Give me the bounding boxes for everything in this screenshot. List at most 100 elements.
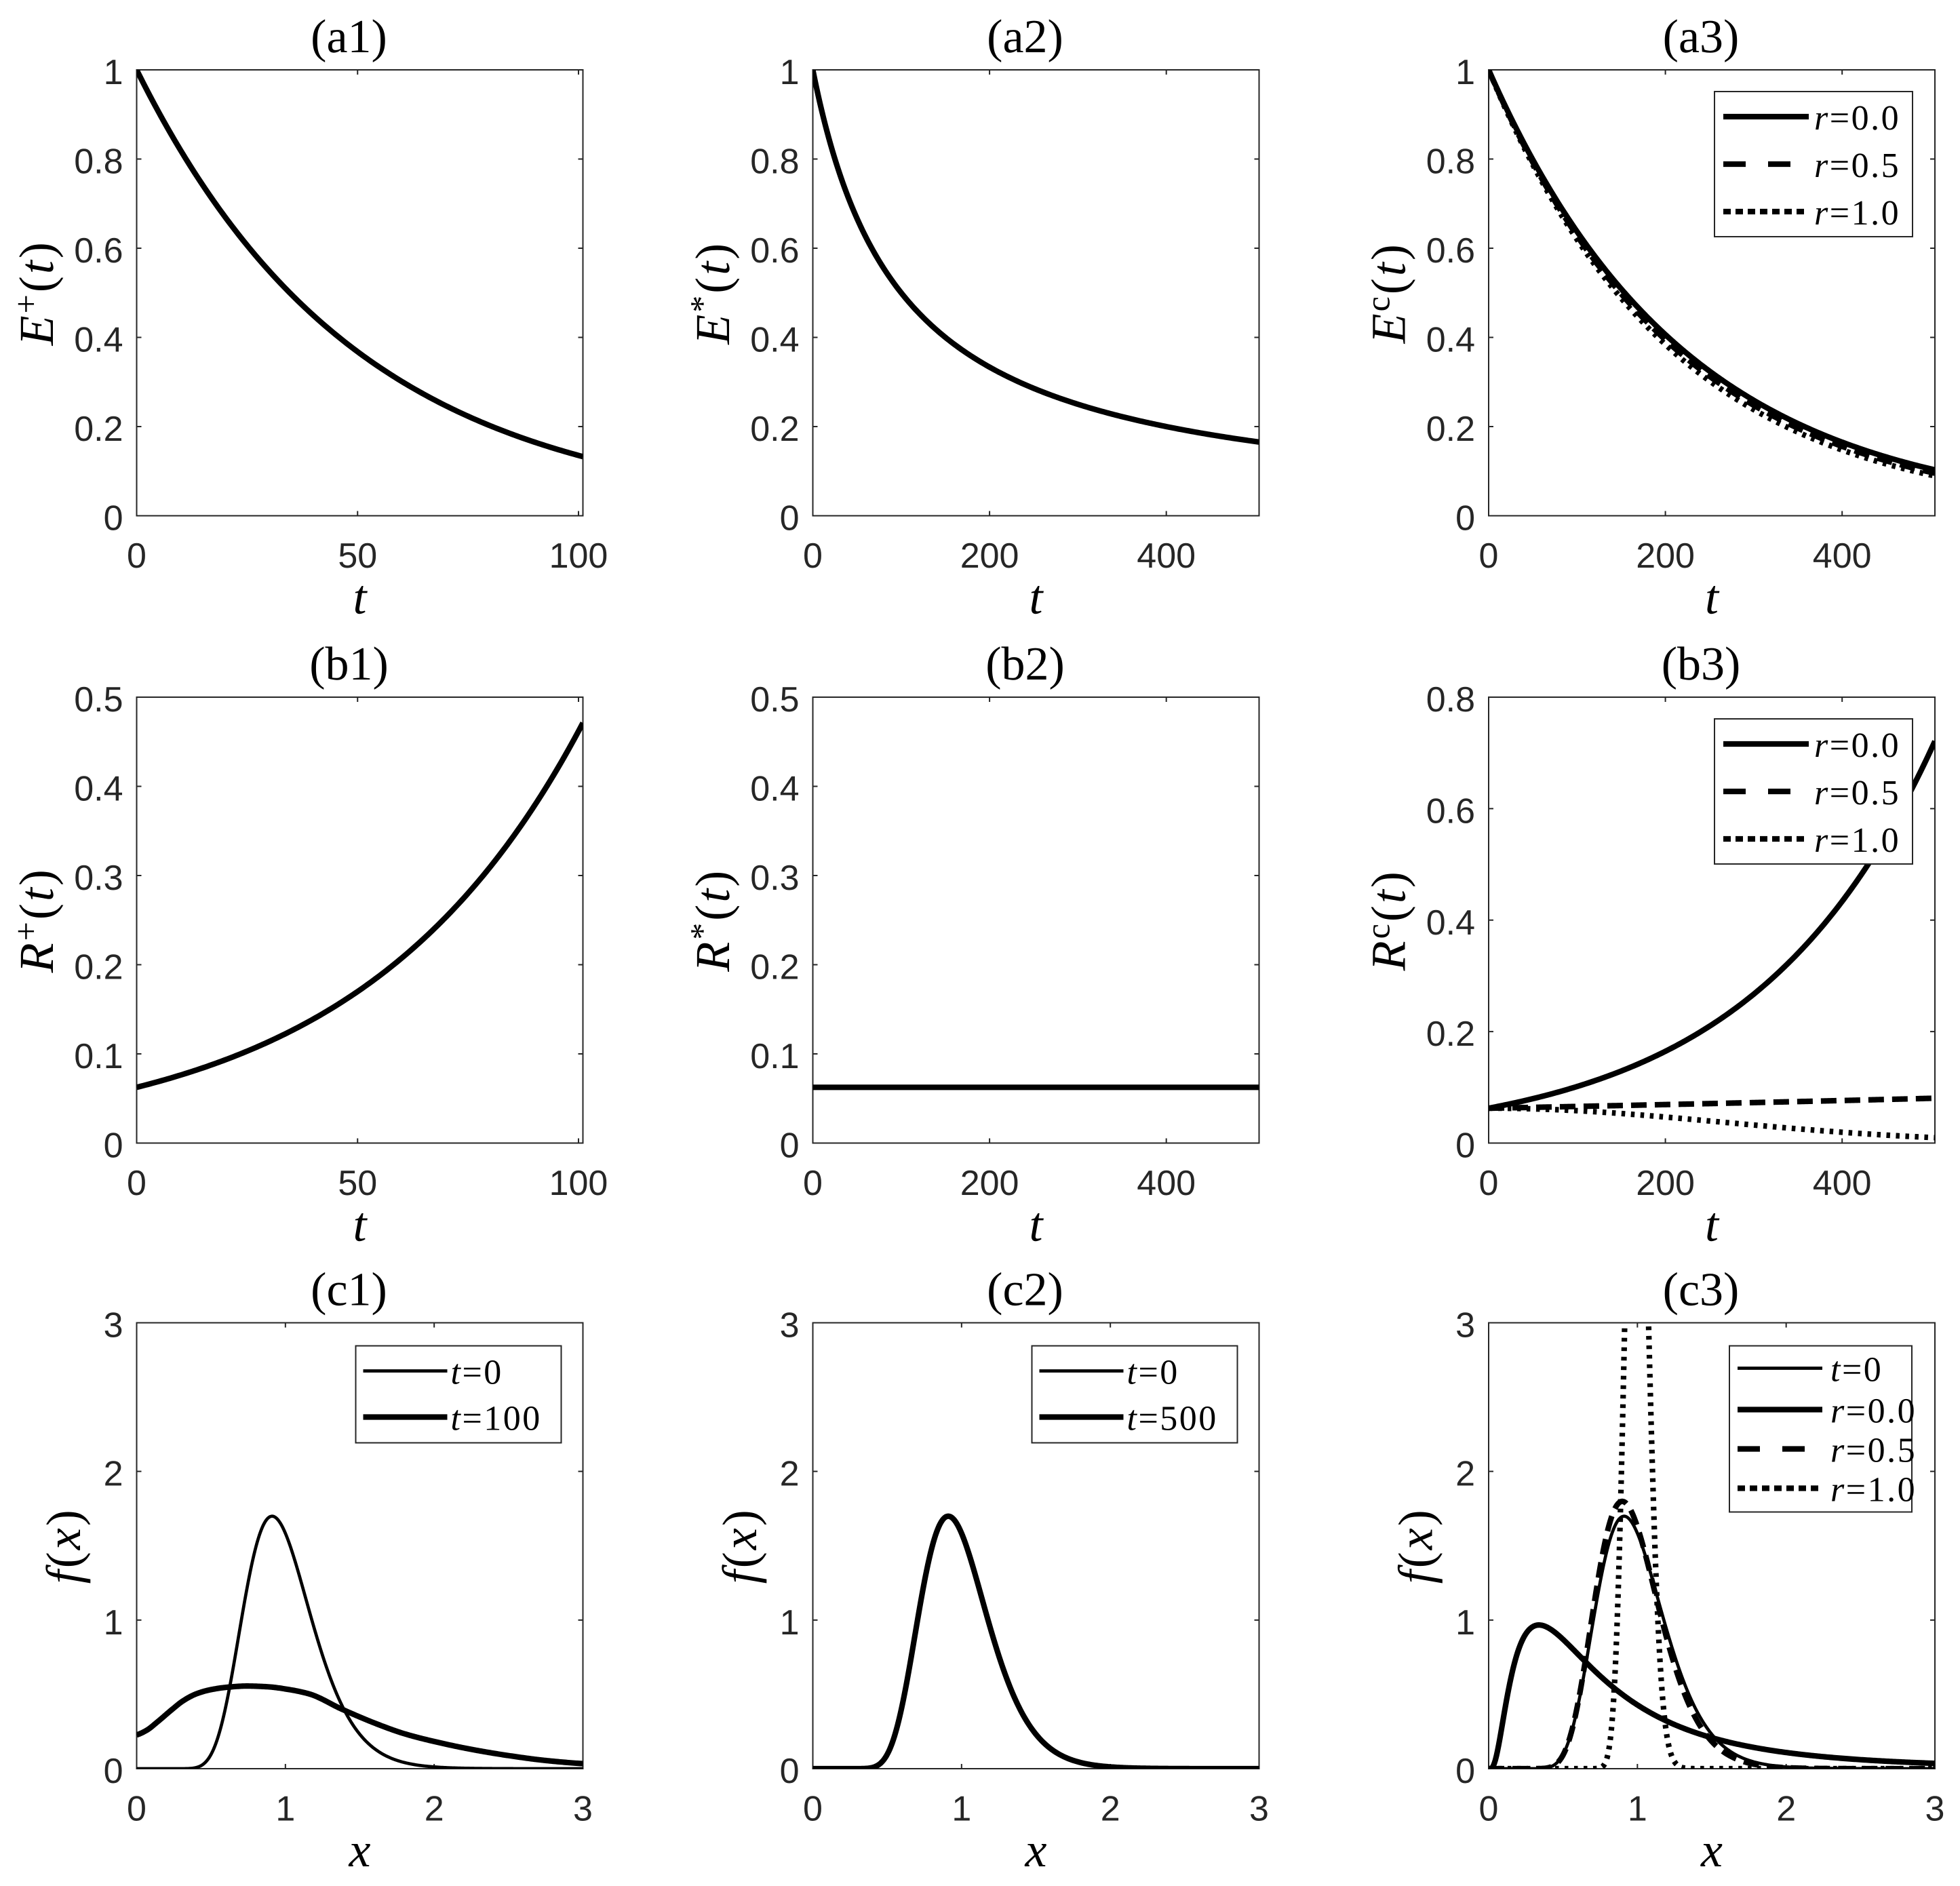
svg-text:0: 0: [780, 1126, 800, 1166]
svg-text:x: x: [1700, 1823, 1723, 1877]
svg-text:0.1: 0.1: [750, 1037, 799, 1076]
svg-text:0.2: 0.2: [750, 948, 799, 987]
svg-text:0.8: 0.8: [1426, 142, 1475, 182]
svg-text:0: 0: [780, 499, 800, 538]
svg-text:x: x: [1025, 1823, 1047, 1877]
svg-text:400: 400: [1137, 1164, 1196, 1203]
svg-text:2: 2: [1101, 1790, 1120, 1829]
svg-text:0.8: 0.8: [74, 142, 123, 182]
svg-text:r=0.5: r=0.5: [1814, 146, 1900, 185]
svg-text:0: 0: [104, 499, 123, 538]
svg-text:r=0.0: r=0.0: [1830, 1392, 1917, 1431]
svg-text:3: 3: [104, 1306, 123, 1345]
svg-text:0.8: 0.8: [1426, 680, 1475, 720]
svg-text:R+(t): R+(t): [7, 867, 64, 973]
svg-text:0: 0: [104, 1752, 123, 1791]
svg-text:1: 1: [104, 1603, 123, 1643]
svg-text:E*(t): E*(t): [683, 241, 740, 345]
svg-text:0: 0: [127, 1164, 146, 1203]
svg-text:100: 100: [549, 1164, 608, 1203]
svg-text:0.2: 0.2: [74, 410, 123, 449]
svg-text:0.5: 0.5: [74, 680, 123, 720]
svg-text:0: 0: [803, 536, 823, 576]
svg-text:t=0: t=0: [451, 1354, 503, 1392]
svg-text:0.4: 0.4: [750, 321, 799, 360]
svg-text:3: 3: [780, 1306, 800, 1345]
svg-text:0: 0: [780, 1752, 800, 1791]
svg-text:0: 0: [104, 1126, 123, 1166]
svg-text:400: 400: [1137, 536, 1196, 576]
svg-text:t=0: t=0: [1127, 1354, 1179, 1392]
svg-text:(b1): (b1): [309, 638, 389, 690]
svg-text:1: 1: [1455, 1603, 1475, 1643]
svg-text:t: t: [353, 570, 368, 625]
svg-text:0.6: 0.6: [1426, 791, 1475, 831]
svg-text:0: 0: [803, 1164, 823, 1203]
svg-text:0: 0: [1455, 1752, 1475, 1791]
svg-text:1: 1: [952, 1790, 971, 1829]
svg-text:t: t: [1029, 570, 1044, 625]
svg-text:0: 0: [1479, 536, 1499, 576]
svg-text:0.4: 0.4: [1426, 321, 1475, 360]
svg-text:200: 200: [1636, 536, 1695, 576]
svg-text:1: 1: [1455, 53, 1475, 92]
svg-text:50: 50: [338, 1164, 377, 1203]
svg-text:r=1.0: r=1.0: [1830, 1471, 1917, 1510]
svg-text:200: 200: [960, 1164, 1019, 1203]
svg-text:2: 2: [104, 1455, 123, 1494]
svg-text:0.6: 0.6: [750, 231, 799, 271]
svg-text:r=0.0: r=0.0: [1814, 99, 1900, 138]
svg-text:R*(t): R*(t): [683, 869, 740, 973]
svg-text:0.1: 0.1: [74, 1037, 123, 1076]
svg-text:0.4: 0.4: [74, 321, 123, 360]
svg-text:Ec(t): Ec(t): [1359, 242, 1416, 344]
svg-text:x: x: [349, 1823, 371, 1877]
svg-text:2: 2: [1455, 1455, 1475, 1494]
svg-text:t=0: t=0: [1830, 1351, 1883, 1390]
svg-text:0: 0: [127, 536, 146, 576]
svg-text:3: 3: [1249, 1790, 1269, 1829]
svg-text:f(x): f(x): [37, 1508, 91, 1584]
svg-text:0: 0: [1455, 1126, 1475, 1166]
svg-text:r=0.0: r=0.0: [1814, 726, 1900, 765]
svg-text:Rc(t): Rc(t): [1359, 869, 1416, 971]
svg-text:0.2: 0.2: [1426, 1015, 1475, 1054]
svg-text:(b3): (b3): [1662, 638, 1741, 690]
svg-text:(a3): (a3): [1663, 11, 1740, 63]
svg-text:(a1): (a1): [311, 11, 387, 63]
svg-text:t: t: [1705, 570, 1720, 625]
svg-text:0.4: 0.4: [74, 770, 123, 809]
svg-text:(a2): (a2): [987, 11, 1063, 63]
svg-text:t=500: t=500: [1127, 1400, 1218, 1438]
svg-text:r=0.5: r=0.5: [1814, 774, 1900, 812]
svg-text:0.6: 0.6: [74, 231, 123, 271]
svg-text:0.3: 0.3: [74, 859, 123, 898]
svg-text:t: t: [1705, 1198, 1720, 1252]
svg-text:r=0.5: r=0.5: [1830, 1432, 1917, 1470]
svg-text:1: 1: [104, 53, 123, 92]
svg-text:200: 200: [960, 536, 1019, 576]
svg-text:0.2: 0.2: [1426, 410, 1475, 449]
svg-text:0: 0: [127, 1790, 146, 1829]
svg-text:0.4: 0.4: [1426, 903, 1475, 943]
svg-text:0.5: 0.5: [750, 680, 799, 720]
svg-text:400: 400: [1813, 536, 1872, 576]
svg-text:0: 0: [803, 1790, 823, 1829]
svg-text:f(x): f(x): [1389, 1508, 1443, 1584]
svg-text:3: 3: [1455, 1306, 1475, 1345]
svg-text:1: 1: [780, 53, 800, 92]
svg-text:0: 0: [1479, 1164, 1499, 1203]
svg-text:3: 3: [573, 1790, 593, 1829]
svg-text:t: t: [1029, 1198, 1044, 1252]
svg-text:200: 200: [1636, 1164, 1695, 1203]
svg-text:t=100: t=100: [451, 1400, 542, 1438]
svg-text:(b2): (b2): [985, 638, 1065, 690]
svg-text:1: 1: [780, 1603, 800, 1643]
svg-text:(c3): (c3): [1663, 1264, 1740, 1316]
svg-text:E+(t): E+(t): [7, 240, 64, 346]
svg-text:f(x): f(x): [713, 1508, 767, 1584]
svg-text:400: 400: [1813, 1164, 1872, 1203]
svg-text:0.2: 0.2: [750, 410, 799, 449]
svg-text:0: 0: [1455, 499, 1475, 538]
svg-text:(c1): (c1): [311, 1264, 387, 1316]
